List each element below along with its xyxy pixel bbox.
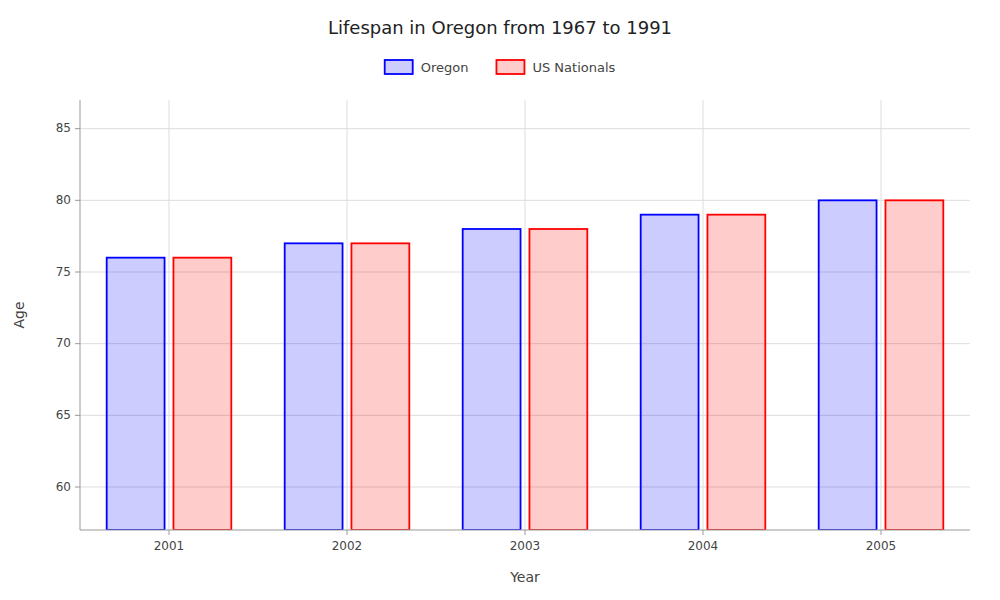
x-grid-line [881, 100, 882, 530]
y-axis-label: Age [11, 301, 27, 328]
x-grid-line [525, 100, 526, 530]
bar [351, 243, 409, 530]
y-tick [75, 272, 80, 273]
y-tick-label: 75 [56, 265, 71, 279]
axes: 60 65 70 75 80 85 2001 2002 2003 2004 2005 [56, 100, 970, 553]
x-grid-line [169, 100, 170, 530]
y-tick [75, 415, 80, 416]
legend: Oregon US Nationals [385, 60, 616, 75]
legend-item: US Nationals [496, 60, 615, 75]
bar [641, 215, 699, 530]
y-tick-label: 60 [56, 480, 71, 494]
bar [463, 229, 521, 530]
x-tick [703, 530, 704, 535]
x-tick [347, 530, 348, 535]
bar [707, 215, 765, 530]
bar [173, 258, 231, 530]
chart-container: 60 65 70 75 80 85 2001 2002 2003 2004 2005 Year Age L… [0, 0, 1000, 600]
legend-item: Oregon [385, 60, 469, 75]
x-grid-line [347, 100, 348, 530]
legend-swatch [496, 60, 524, 74]
legend-label: US Nationals [532, 60, 615, 75]
bar [529, 229, 587, 530]
grid [80, 100, 970, 530]
bar [885, 200, 943, 530]
x-axis-label: Year [509, 569, 540, 585]
title: Lifespan in Oregon from 1967 to 1991 [328, 17, 672, 38]
x-tick-label: 2004 [688, 539, 719, 553]
y-tick-label: 80 [56, 193, 71, 207]
x-tick [881, 530, 882, 535]
legend-label: Oregon [421, 60, 469, 75]
y-tick-label: 85 [56, 121, 71, 135]
y-tick [75, 343, 80, 344]
x-tick-label: 2002 [332, 539, 363, 553]
bar [107, 258, 165, 530]
chart-svg: 60 65 70 75 80 85 2001 2002 2003 2004 2005 Year Age L… [0, 0, 1000, 600]
y-axis-line [80, 100, 81, 530]
y-tick-label: 65 [56, 408, 71, 422]
bar [819, 200, 877, 530]
bars [107, 200, 944, 530]
y-tick [75, 200, 80, 201]
x-tick-label: 2005 [866, 539, 897, 553]
bar [285, 243, 343, 530]
y-tick-label: 70 [56, 336, 71, 350]
x-tick [169, 530, 170, 535]
x-tick-label: 2003 [510, 539, 541, 553]
y-tick [75, 128, 80, 129]
y-tick [75, 487, 80, 488]
x-tick [525, 530, 526, 535]
legend-swatch [385, 60, 413, 74]
x-tick-label: 2001 [154, 539, 185, 553]
x-grid-line [703, 100, 704, 530]
